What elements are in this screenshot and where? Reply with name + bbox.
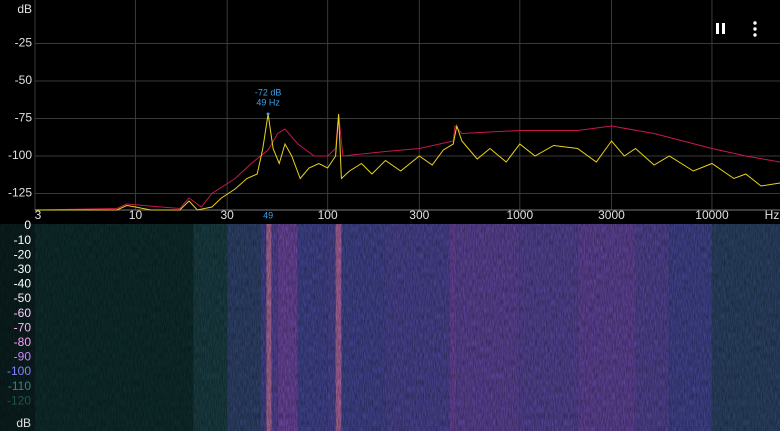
colorbar-label: -70 (14, 320, 32, 334)
y-tick-label: -75 (15, 111, 33, 125)
x-tick-label: 1000 (506, 208, 533, 222)
y-tick-label: -100 (8, 148, 32, 162)
peak-frequency: 49 (263, 210, 273, 220)
y-tick-label: -125 (8, 186, 32, 200)
more-button[interactable] (753, 21, 757, 37)
spectrum-line (35, 113, 780, 211)
colorbar-label: -50 (14, 291, 32, 305)
y-axis-label: dB (17, 2, 32, 16)
colorbar-label: -30 (14, 262, 32, 276)
colorbar-unit: dB (16, 416, 31, 430)
x-tick-label: 10 (129, 208, 143, 222)
colorbar-label: -120 (7, 393, 31, 407)
x-tick-label: 30 (220, 208, 234, 222)
x-tick-label: 10000 (695, 208, 729, 222)
colorbar-label: -60 (14, 306, 32, 320)
y-tick-label: -50 (15, 73, 33, 87)
colorbar-label: -80 (14, 335, 32, 349)
x-tick-label: 100 (318, 208, 338, 222)
colorbar-label: -90 (14, 350, 32, 364)
x-tick-label: 300 (409, 208, 429, 222)
colorbar-label: 0 (24, 218, 31, 232)
colorbar-label: -40 (14, 277, 32, 291)
peak-label: -72 dB (255, 87, 282, 97)
colorbar-label: -100 (7, 364, 31, 378)
peak-label: 49 Hz (256, 97, 280, 107)
spectrogram-texture (0, 224, 780, 431)
colorbar-label: -10 (14, 233, 32, 247)
spectrum-background (0, 0, 780, 224)
plot (34, 112, 780, 211)
x-axis-label: Hz (765, 208, 780, 222)
y-tick-label: -25 (15, 36, 33, 50)
pause-button[interactable] (716, 23, 725, 34)
colorbar-label: -110 (8, 379, 31, 393)
peak-marker (266, 112, 270, 116)
colorbar-label: -20 (14, 247, 32, 261)
x-tick-label: 3000 (598, 208, 625, 222)
grid (34, 0, 780, 211)
spectrum-line (34, 113, 780, 211)
x-tick-label: 3 (35, 208, 42, 222)
